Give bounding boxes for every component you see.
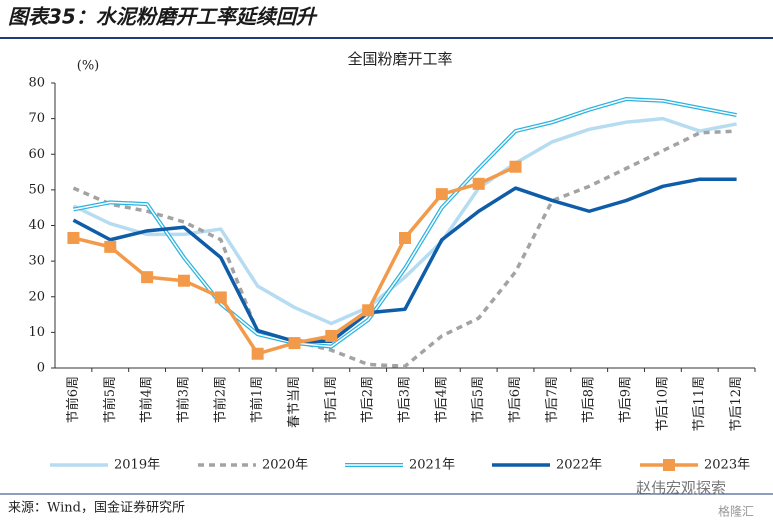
x-tick-label: 节后2周 — [361, 376, 376, 423]
x-tick-label: 节前1周 — [249, 376, 265, 423]
x-tick-label: 节后10周 — [655, 376, 670, 432]
x-tick-label: 节后3周 — [398, 376, 413, 423]
series-marker — [325, 329, 338, 342]
series-marker — [251, 347, 264, 360]
series-marker — [141, 271, 154, 284]
y-axis-label: (%) — [77, 59, 100, 74]
series-marker — [509, 160, 522, 173]
x-tick-label: 节后1周 — [324, 376, 339, 423]
x-tick-label: 节前5周 — [102, 376, 118, 423]
x-tick-label: 节后7周 — [545, 376, 560, 423]
x-tick-label: 节前4周 — [139, 376, 155, 423]
series-line — [72, 116, 737, 326]
series-marker — [399, 231, 411, 244]
y-tick-label: 40 — [28, 218, 45, 233]
series-marker — [177, 274, 190, 287]
legend-label: 2020年 — [262, 458, 308, 473]
legend-label: 2019年 — [114, 458, 160, 473]
x-tick-label: 节后8周 — [582, 376, 597, 423]
series-line-inner — [73, 98, 737, 348]
x-tick-label: 节前2周 — [212, 376, 228, 423]
source: 来源：Wind，国金证券研究所 — [8, 500, 185, 516]
y-tick-label: 20 — [28, 289, 45, 304]
series-line — [72, 177, 737, 344]
x-tick-label: 节前6周 — [65, 376, 81, 423]
legend-label: 2023年 — [704, 458, 750, 473]
y-tick-label: 70 — [28, 111, 45, 126]
x-tick-label: 节后9周 — [619, 376, 634, 423]
x-tick-label: 节后4周 — [434, 376, 449, 423]
logo: 格隆汇 — [718, 504, 754, 519]
y-tick-label: 80 — [28, 76, 45, 91]
series-marker — [214, 291, 227, 304]
series-marker — [67, 231, 80, 244]
chart-title: 全国粉磨开工率 — [347, 50, 452, 68]
x-tick-label: 节后6周 — [508, 376, 523, 423]
watermark: 赵伟宏观探索 — [636, 479, 726, 497]
x-tick-label: 节后11周 — [692, 376, 707, 432]
y-tick-label: 10 — [28, 325, 45, 340]
x-tick-label: 节后12周 — [729, 376, 744, 432]
series-marker — [362, 304, 375, 317]
x-tick-label: 春节当周 — [287, 376, 302, 428]
legend-marker — [663, 459, 675, 471]
y-tick-label: 0 — [37, 361, 45, 376]
y-tick-label: 30 — [28, 254, 45, 269]
y-tick-label: 60 — [28, 147, 45, 162]
series-marker — [472, 177, 485, 190]
series-marker — [104, 240, 117, 253]
series-line — [72, 129, 737, 368]
x-tick-label: 节后5周 — [471, 376, 486, 423]
y-tick-label: 50 — [28, 182, 45, 197]
x-tick-label: 节前3周 — [175, 376, 191, 423]
legend-label: 2022年 — [556, 458, 602, 473]
series-line — [73, 165, 517, 356]
series-marker — [288, 337, 301, 350]
legend-label: 2021年 — [409, 458, 455, 473]
figure-title: 图表35：水泥粉磨开工率延续回升 — [8, 5, 318, 29]
series-marker — [435, 188, 448, 201]
